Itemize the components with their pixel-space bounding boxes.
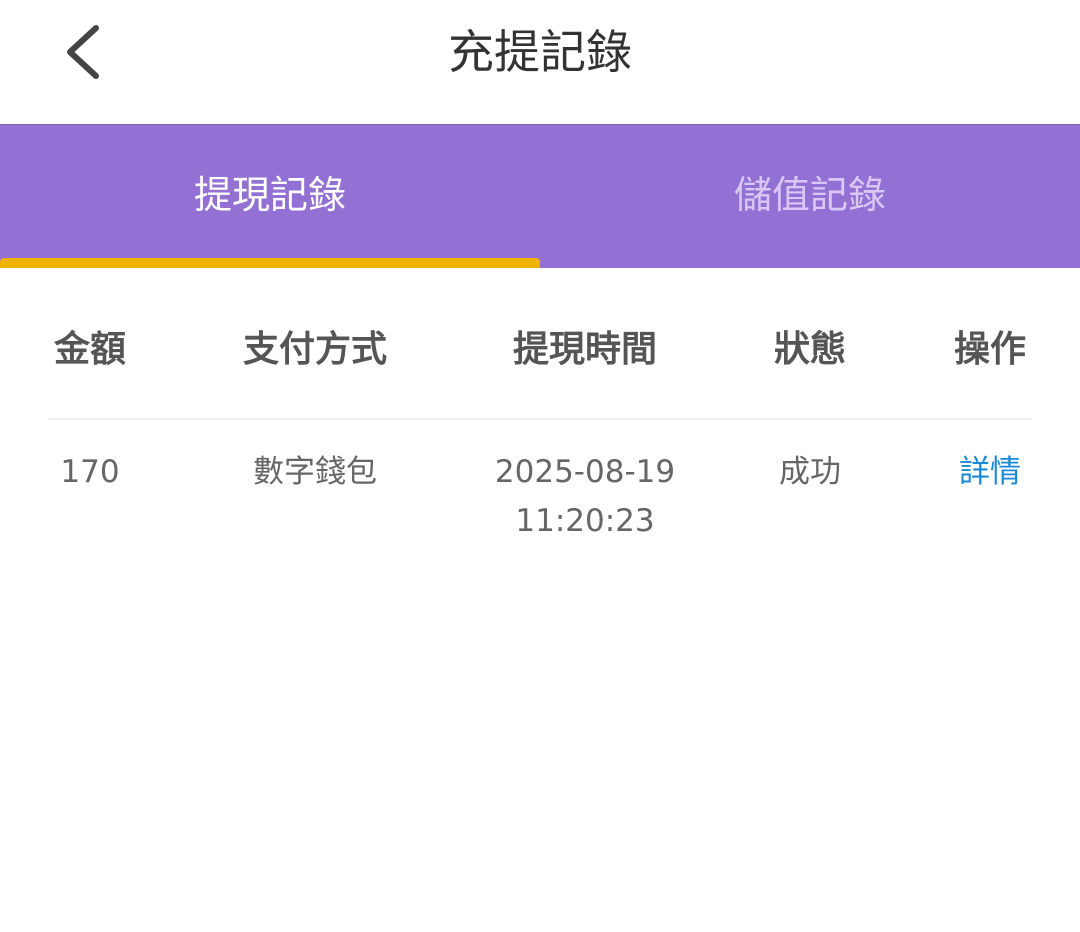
amount-cell: 170 [60,454,120,490]
time-cell: 2025-08-19 11:20:23 [495,448,675,546]
column-header-action: 操作 [953,329,1027,370]
active-tab-indicator [0,258,540,268]
top-bar: 充提記錄 [0,0,1080,125]
column-header-method: 支付方式 [242,329,388,370]
back-button[interactable] [58,22,110,82]
tab-deposit-records[interactable]: 儲值記錄 [733,173,886,217]
column-header-status: 狀態 [773,329,847,370]
tab-bar: 提現記錄 儲值記錄 [0,125,1080,268]
page-title: 充提記錄 [448,25,632,79]
column-header-amount: 金額 [53,329,127,370]
date-text: 2025-08-19 [494,454,676,490]
time-text: 11:20:23 [515,503,655,539]
tab-withdrawal-records[interactable]: 提現記錄 [193,173,346,217]
column-header-time: 提現時間 [512,329,658,370]
details-link[interactable]: 詳情 [959,454,1021,490]
divider [48,418,1032,420]
status-cell: 成功 [779,454,841,490]
chevron-left-icon [67,25,99,79]
method-cell: 數字錢包 [253,454,377,490]
